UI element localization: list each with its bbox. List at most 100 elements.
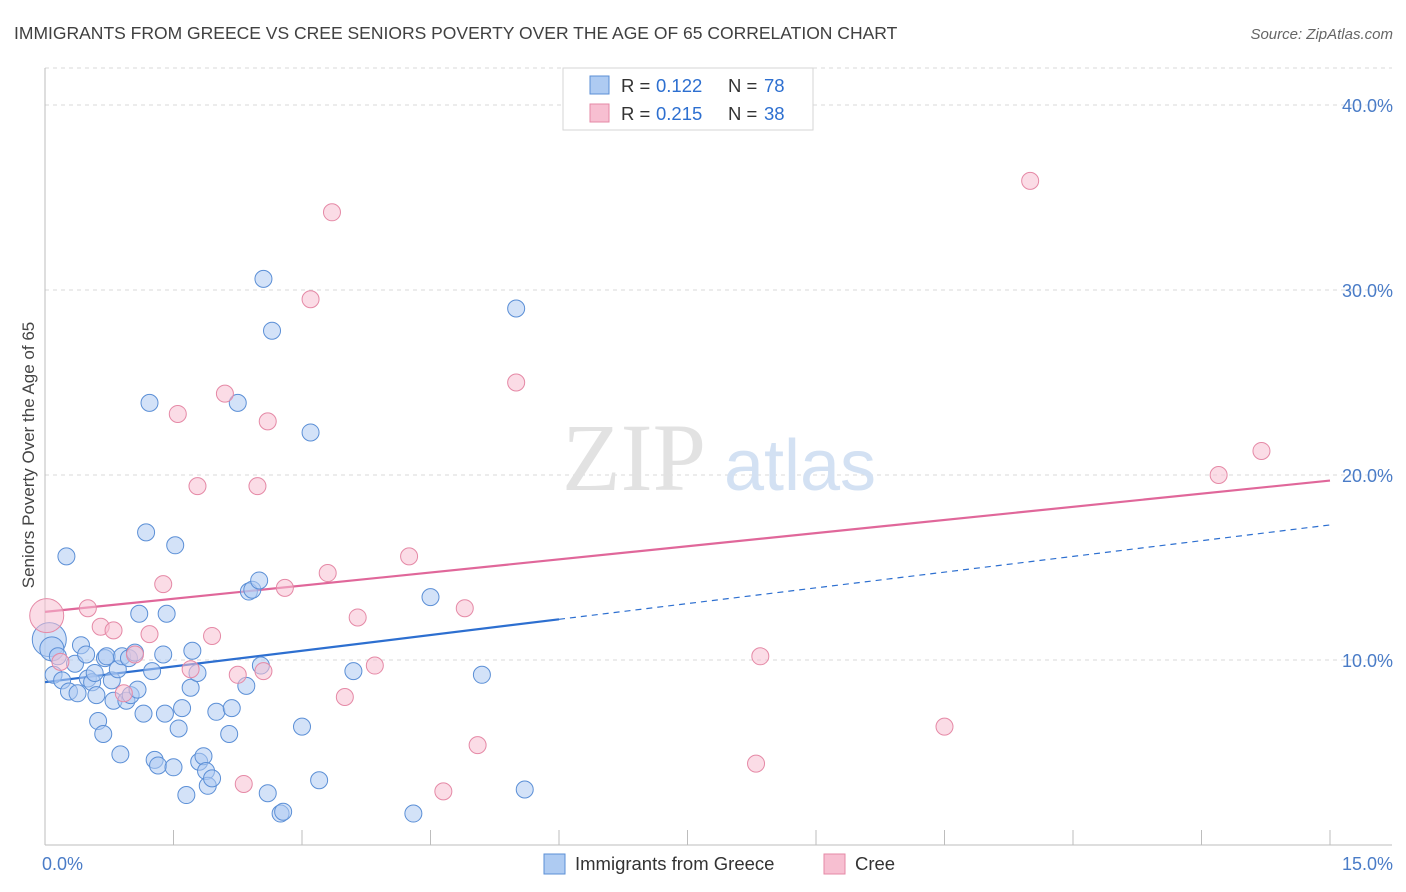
point-blue — [421, 588, 440, 607]
legend-blue-n-label: N = — [728, 75, 757, 96]
point-blue — [143, 662, 162, 681]
point-blue — [177, 786, 196, 805]
point-blue — [169, 719, 188, 738]
point-pink — [1209, 466, 1228, 484]
point-blue — [263, 321, 282, 340]
point-blue — [166, 536, 185, 555]
point-blue — [515, 780, 534, 799]
y-axis-label: Seniors Poverty Over the Age of 65 — [19, 322, 38, 588]
y-tick-label: 30.0% — [1342, 281, 1393, 301]
point-blue — [68, 684, 87, 703]
point-blue — [310, 771, 329, 790]
legend-blue-n-value: 78 — [764, 75, 785, 96]
point-blue — [87, 686, 106, 705]
point-pink — [114, 684, 133, 703]
point-pink — [348, 608, 367, 627]
chart-title: IMMIGRANTS FROM GREECE VS CREE SENIORS P… — [14, 23, 898, 43]
point-pink — [140, 625, 159, 644]
point-blue — [293, 717, 311, 736]
point-blue — [137, 523, 156, 542]
stats-legend: R = 0.122 N = 78 R = 0.215 N = 38 — [562, 67, 814, 131]
point-blue — [94, 725, 113, 743]
point-pink — [125, 645, 144, 664]
point-pink — [234, 774, 253, 793]
point-blue — [220, 725, 239, 743]
trend-line-blue — [44, 618, 560, 684]
point-blue — [507, 299, 526, 318]
x-tick-label: 0.0% — [42, 854, 83, 874]
point-pink — [365, 656, 384, 675]
point-blue — [173, 699, 192, 718]
x-tick-label: 15.0% — [1342, 854, 1393, 874]
y-tick-label: 10.0% — [1342, 651, 1393, 671]
point-pink — [301, 290, 320, 309]
point-pink — [51, 652, 70, 671]
point-pink — [154, 575, 173, 594]
point-blue — [157, 604, 176, 623]
tick-labels: 10.0% 20.0% 30.0% 40.0% 0.0% 15.0% — [42, 96, 1393, 874]
point-blue — [183, 641, 202, 660]
point-pink — [181, 660, 200, 679]
point-blue — [301, 423, 320, 442]
point-pink — [188, 477, 207, 496]
point-blue — [472, 665, 491, 684]
point-blue — [164, 758, 183, 777]
point-pink — [747, 754, 766, 773]
point-blue — [222, 699, 241, 718]
point-blue — [140, 393, 159, 412]
point-blue — [207, 702, 226, 721]
point-blue — [57, 547, 76, 566]
legend-swatch-pink — [589, 103, 610, 123]
point-blue — [194, 747, 213, 766]
legend-pink-r-label: R = — [621, 103, 650, 124]
legend-pink-n-value: 38 — [764, 103, 785, 124]
series-legend-label-pink: Cree — [855, 853, 895, 874]
legend-blue-r-value: 0.122 — [656, 75, 702, 96]
point-pink — [78, 599, 97, 618]
point-blue — [404, 804, 423, 823]
point-pink — [335, 688, 354, 706]
watermark-zip: ZIP — [562, 404, 706, 511]
point-pink — [254, 662, 273, 681]
point-blue — [274, 802, 293, 821]
series-legend-swatch-pink — [823, 853, 846, 875]
point-pink — [1252, 441, 1271, 460]
point-pink — [104, 621, 123, 640]
gridlines — [45, 67, 1392, 661]
point-blue — [77, 645, 96, 664]
point-pink — [455, 599, 474, 618]
legend-pink-r-value: 0.215 — [656, 103, 702, 124]
chart-source: Source: ZipAtlas.com — [1250, 26, 1393, 43]
legend-swatch-blue — [589, 75, 610, 95]
point-blue — [250, 571, 269, 590]
point-pink — [275, 578, 294, 597]
point-blue — [203, 769, 222, 788]
point-pink — [751, 647, 770, 666]
y-tick-label: 20.0% — [1342, 466, 1393, 486]
point-pink — [203, 626, 222, 645]
point-pink — [228, 665, 247, 684]
watermark: ZIP atlas — [562, 404, 876, 511]
watermark-atlas: atlas — [724, 426, 876, 506]
point-blue — [85, 663, 104, 682]
point-blue — [228, 393, 247, 412]
series-legend-swatch-blue — [543, 853, 566, 875]
point-blue — [134, 704, 153, 723]
point-pink — [248, 477, 267, 496]
point-blue — [130, 604, 149, 623]
point-blue — [149, 756, 168, 775]
data-points — [29, 171, 1271, 823]
point-pink — [434, 782, 453, 801]
point-pink — [322, 203, 341, 222]
point-blue — [154, 645, 173, 664]
axes — [44, 68, 1392, 846]
y-tick-label: 40.0% — [1342, 96, 1393, 116]
point-blue — [111, 745, 130, 764]
point-pink — [215, 384, 234, 403]
legend-pink-n-label: N = — [728, 103, 757, 124]
series-legend: Immigrants from Greece Cree — [543, 853, 895, 875]
point-pink — [468, 736, 487, 755]
point-pink — [935, 717, 954, 736]
